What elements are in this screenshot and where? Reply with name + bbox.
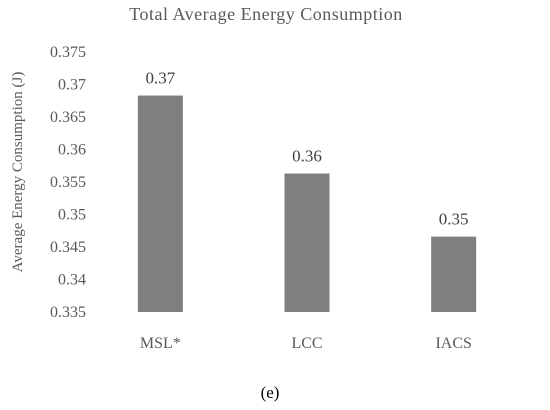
y-tick-label: 0.355 xyxy=(50,174,86,191)
x-category-label: IACS xyxy=(435,335,471,352)
y-tick-label: 0.36 xyxy=(58,142,86,159)
data-label: 0.36 xyxy=(292,147,322,166)
y-tick-label: 0.365 xyxy=(50,109,86,126)
bar-iacs xyxy=(431,236,477,312)
y-tick-label: 0.345 xyxy=(50,239,86,256)
y-tick-label: 0.34 xyxy=(58,272,86,289)
y-axis-label: Average Energy Consumption (J) xyxy=(10,72,26,273)
figure-caption: (e) xyxy=(261,383,280,402)
chart-title: Total Average Energy Consumption xyxy=(129,4,403,24)
x-axis-categories: MSL* LCC IACS xyxy=(140,335,472,352)
y-tick-label: 0.375 xyxy=(50,44,86,61)
y-axis-ticks: 0.375 0.37 0.365 0.36 0.355 0.35 0.345 0.34 0.33… xyxy=(50,44,86,321)
y-tick-label: 0.37 xyxy=(58,77,86,94)
bar-lcc xyxy=(284,173,330,312)
x-category-label: LCC xyxy=(291,335,322,352)
bar-msl xyxy=(137,95,183,312)
x-category-label: MSL* xyxy=(140,335,181,352)
bars xyxy=(137,95,477,312)
data-labels: 0.37 0.36 0.35 xyxy=(145,69,468,229)
y-tick-label: 0.35 xyxy=(58,207,86,224)
data-label: 0.35 xyxy=(439,210,469,229)
y-tick-label: 0.335 xyxy=(50,304,86,321)
data-label: 0.37 xyxy=(145,69,175,88)
